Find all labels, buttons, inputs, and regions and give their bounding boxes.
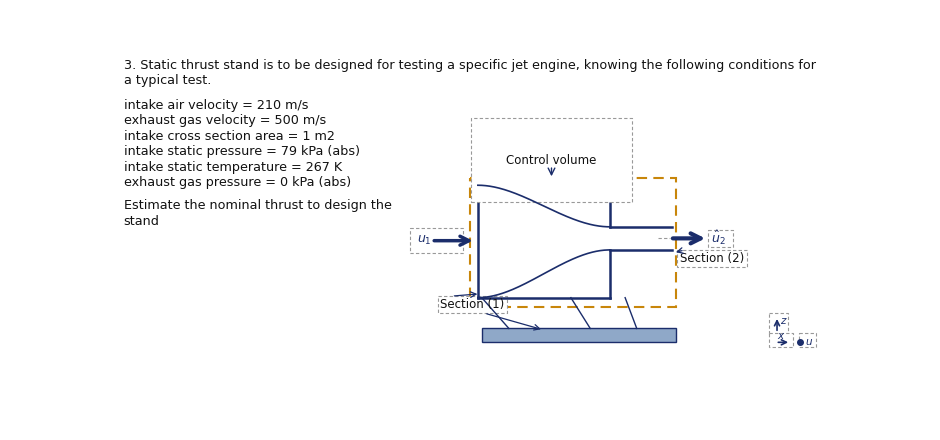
Text: intake air velocity = 210 m/s: intake air velocity = 210 m/s xyxy=(124,99,308,112)
Text: $u_1$: $u_1$ xyxy=(416,234,431,247)
Bar xyxy=(708,230,733,247)
Bar xyxy=(481,328,676,342)
Bar xyxy=(799,333,816,347)
Text: Section (2): Section (2) xyxy=(680,252,744,265)
Text: Estimate the nominal thrust to design the: Estimate the nominal thrust to design th… xyxy=(124,199,392,212)
Text: $\hat{u}_2$: $\hat{u}_2$ xyxy=(712,229,726,247)
Text: exhaust gas pressure = 0 kPa (abs): exhaust gas pressure = 0 kPa (abs) xyxy=(124,176,351,189)
Text: Control volume: Control volume xyxy=(507,154,597,167)
Bar xyxy=(438,296,508,313)
Text: 3. Static thrust stand is to be designed for testing a specific jet engine, know: 3. Static thrust stand is to be designed… xyxy=(124,59,816,72)
Text: a typical test.: a typical test. xyxy=(124,74,212,88)
Text: Section (1): Section (1) xyxy=(440,298,505,311)
Text: intake static temperature = 267 K: intake static temperature = 267 K xyxy=(124,161,342,174)
Bar xyxy=(677,250,746,267)
Text: intake cross section area = 1 m2: intake cross section area = 1 m2 xyxy=(124,130,335,143)
Text: intake static pressure = 79 kPa (abs): intake static pressure = 79 kPa (abs) xyxy=(124,145,360,158)
Text: x: x xyxy=(777,331,783,341)
Text: stand: stand xyxy=(124,214,160,227)
Bar xyxy=(769,333,792,347)
Bar xyxy=(470,177,676,307)
Bar xyxy=(411,228,463,253)
Text: u: u xyxy=(806,337,812,347)
Bar xyxy=(769,313,788,334)
Text: z: z xyxy=(780,316,786,326)
Text: exhaust gas velocity = 500 m/s: exhaust gas velocity = 500 m/s xyxy=(124,114,326,128)
